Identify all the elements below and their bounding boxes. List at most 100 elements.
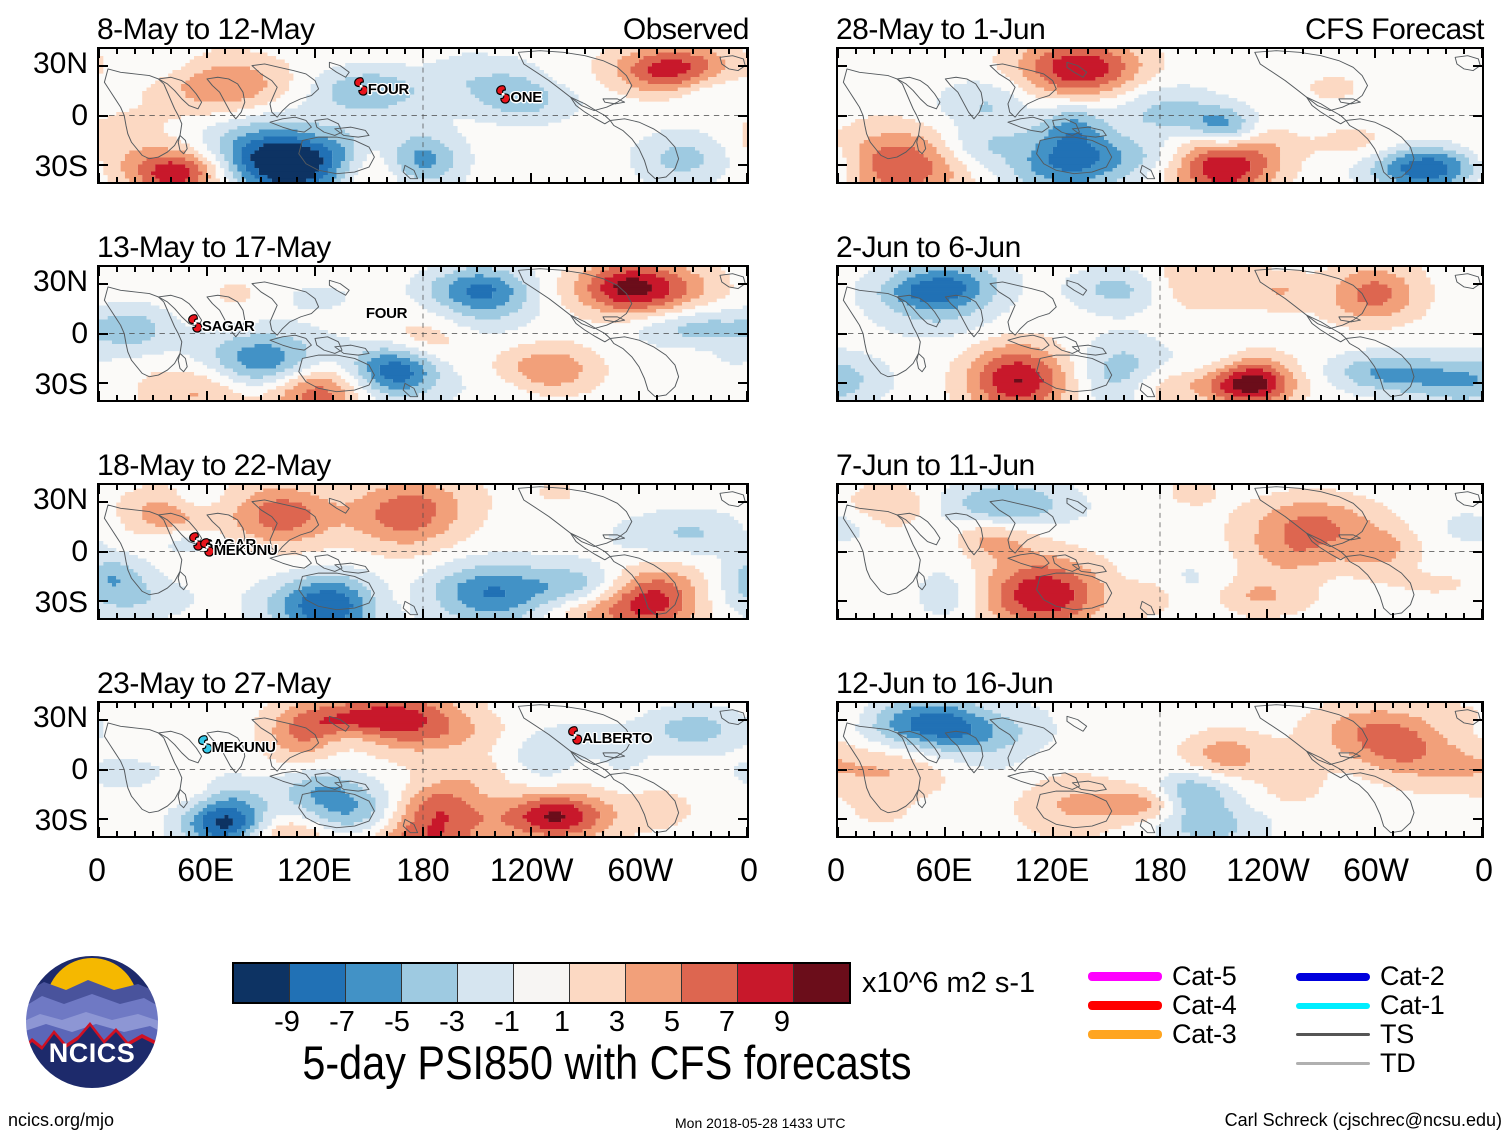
- x-tickmark: [1409, 395, 1412, 400]
- x-tickmark: [746, 173, 747, 182]
- ncics-logo[interactable]: NCICS: [22, 952, 162, 1092]
- x-tickmark: [890, 485, 893, 490]
- x-tickmark: [99, 485, 100, 494]
- x-tickmark: [602, 485, 604, 490]
- x-tickmark: [620, 267, 622, 272]
- x-tickmark: [1123, 485, 1126, 490]
- x-tickmark: [673, 395, 676, 400]
- map-panel-fcst-4: 12-Jun to 16-Jun 0 60E 120E 180 120W 60W 0: [827, 667, 1493, 888]
- y-tickmark: [99, 64, 108, 67]
- x-tickmark: [548, 49, 550, 54]
- x-tickmark: [314, 703, 316, 712]
- legend-color-swatch: [1088, 1001, 1162, 1010]
- x-tickmark: [872, 177, 875, 182]
- footer-author[interactable]: Carl Schreck (cjschrec@ncsu.edu): [1224, 1110, 1502, 1130]
- x-tickmark: [1230, 267, 1233, 272]
- colorbar-ticklabels: -9 -7 -5 -3 -1 1 3 5 7 9: [232, 1006, 851, 1038]
- colorbar-swatch: [514, 964, 570, 1002]
- panel-title-obs-2: 13-May to 17-May: [97, 231, 331, 264]
- x-tickmark: [169, 485, 172, 490]
- x-tickmark: [115, 49, 118, 54]
- map-area-fcst-3: [836, 483, 1484, 620]
- x-tickmark: [350, 485, 352, 490]
- x-tickmark: [314, 609, 316, 618]
- x-tickmark: [1015, 49, 1018, 54]
- x-tickmark: [152, 703, 154, 708]
- x-tickmark: [404, 267, 406, 272]
- x-tickmark: [908, 177, 911, 182]
- y-tickmark: [1473, 64, 1482, 67]
- x-tickmark: [980, 267, 983, 272]
- x-tickmark: [656, 49, 658, 54]
- x-tickmark: [620, 49, 622, 54]
- x-tickmark: [638, 391, 640, 400]
- x-tickmark: [1463, 485, 1466, 490]
- x-tickmark: [1176, 485, 1179, 490]
- x-tickmark: [152, 613, 154, 618]
- x-tickmark: [476, 485, 478, 490]
- x-tickmark: [1212, 831, 1215, 836]
- coastlines-obs-1: [99, 49, 747, 182]
- x-tickmark: [385, 703, 388, 708]
- y-axis-label-30s: 30S: [34, 803, 88, 837]
- x-tickmark: [1481, 827, 1482, 836]
- x-tickmark: [1159, 827, 1161, 836]
- x-tickmark: [169, 703, 172, 708]
- map-area-obs-2: SAGAR FOUR: [97, 265, 749, 402]
- x-tickmark: [1194, 395, 1197, 400]
- x-tickmark: [1105, 613, 1108, 618]
- coastlines-obs-4: [99, 703, 747, 836]
- x-tickmark: [620, 831, 622, 836]
- x-axis-tick-label: 0: [88, 852, 106, 888]
- legend-row-cat-2: Cat-2: [1296, 962, 1445, 991]
- x-tickmark: [1409, 485, 1412, 490]
- footer-website[interactable]: ncics.org/mjo: [8, 1110, 115, 1130]
- y-tickmark: [738, 600, 747, 603]
- colorbar-tick-label: -5: [384, 1006, 410, 1038]
- x-tickmark: [99, 49, 100, 58]
- x-tickmark: [838, 827, 839, 836]
- y-axis-label-30n: 30N: [32, 701, 88, 735]
- x-tickmark: [944, 267, 947, 276]
- x-tickmark: [1445, 485, 1448, 490]
- x-tickmark: [1141, 831, 1144, 836]
- y-tickmark: [838, 164, 847, 167]
- x-tickmark: [1337, 49, 1340, 54]
- x-tickmark: [1141, 703, 1144, 708]
- colorbar-tick-label: -3: [439, 1006, 465, 1038]
- x-tickmark: [350, 831, 352, 836]
- x-tickmark: [854, 703, 857, 708]
- x-tickmark: [838, 391, 839, 400]
- x-tickmark: [1481, 173, 1482, 182]
- x-tickmark: [1266, 827, 1269, 836]
- x-tickmark: [998, 49, 1000, 54]
- y-axis-label-0: 0: [71, 752, 88, 786]
- x-tickmark: [1141, 177, 1144, 182]
- x-tickmark: [1302, 49, 1305, 54]
- legend-row-cat-5: Cat-5: [1088, 962, 1237, 991]
- x-tickmark: [998, 831, 1000, 836]
- x-tickmark: [422, 49, 424, 58]
- x-tickmark: [476, 49, 478, 54]
- map-panel-fcst-3: 7-Jun to 11-Jun: [836, 449, 1484, 620]
- x-tickmark: [1159, 485, 1161, 494]
- x-tickmark: [404, 703, 406, 708]
- x-tickmark: [1212, 613, 1215, 618]
- x-tickmark: [1141, 613, 1144, 618]
- x-tickmark: [494, 485, 496, 490]
- y-tickmark: [838, 282, 847, 285]
- x-tickmark: [728, 267, 730, 272]
- x-tickmark: [115, 267, 118, 272]
- x-axis-tick-label: 120E: [1014, 852, 1090, 888]
- x-tickmark: [620, 613, 622, 618]
- x-tickmark: [1033, 613, 1036, 618]
- storm-category-legend: Cat-5 Cat-4 Cat-3 Cat-2 Cat-1 TS TD: [1088, 962, 1488, 1077]
- x-tickmark: [566, 485, 568, 490]
- x-tickmark: [278, 485, 280, 490]
- x-tickmark: [1320, 267, 1322, 272]
- x-tickmark: [872, 703, 875, 708]
- colorbar-swatch: [626, 964, 682, 1002]
- x-tickmark: [1051, 609, 1054, 618]
- x-tickmark: [332, 49, 334, 54]
- x-tickmark: [710, 267, 712, 272]
